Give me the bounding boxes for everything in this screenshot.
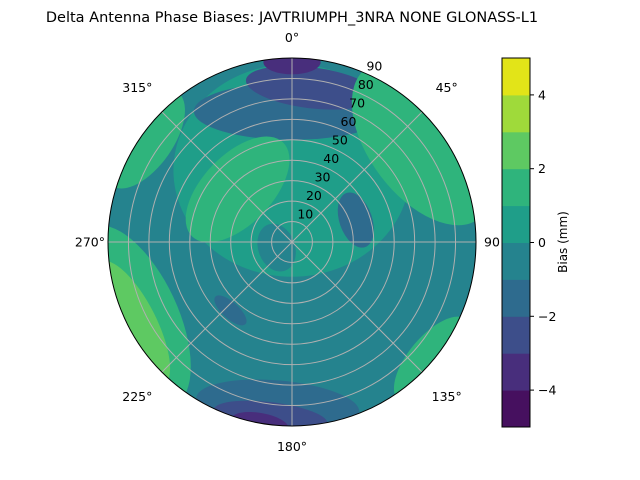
radial-tick-label: 50 (332, 132, 348, 147)
contour-region-8 (337, 192, 374, 248)
colorbar-band (502, 58, 530, 96)
colorbar-band (502, 94, 530, 133)
angular-tick-label: 90 (484, 235, 500, 250)
colorbar-tick-label: 0 (538, 235, 546, 250)
colorbar-band (502, 279, 530, 317)
radial-tick-label: 80 (358, 77, 374, 92)
angular-tick-label: 0° (285, 30, 299, 45)
radial-tick-label: 70 (349, 95, 365, 110)
colorbar-band (502, 390, 530, 428)
colorbar-tick-label: 4 (538, 87, 546, 102)
colorbar-band (502, 205, 530, 243)
angular-tick-label: 135° (432, 389, 462, 404)
contour-region-11 (185, 136, 290, 243)
angular-gridline (161, 111, 293, 243)
chart-title: Delta Antenna Phase Biases: JAVTRIUMPH_3… (46, 10, 538, 26)
radial-tick-label: 90 (366, 58, 382, 73)
radial-tick-label: 40 (323, 151, 339, 166)
angular-gridline (291, 111, 423, 243)
radial-tick-label: 60 (341, 114, 357, 129)
angular-gridline (161, 241, 293, 373)
colorbar-tick-label: 2 (538, 161, 546, 176)
colorbar-band (502, 168, 530, 207)
radial-tick-label: 10 (297, 207, 313, 222)
angular-gridline (291, 241, 423, 373)
colorbar-band (502, 242, 530, 280)
angular-tick-label: 45° (436, 80, 458, 95)
angular-tick-label: 225° (122, 389, 152, 404)
polar-frame (107, 57, 477, 427)
radial-tick-label: 20 (306, 188, 322, 203)
colorbar-tick-label: −2 (538, 309, 556, 324)
colorbar-band (502, 316, 530, 354)
contour-fill (108, 58, 476, 426)
colorbar: −4 −2 0 2 4 (501, 57, 556, 428)
angular-tick-label: 315° (122, 80, 152, 95)
angular-tick-label: 270° (75, 235, 105, 250)
contour-region-3 (245, 65, 376, 110)
colorbar-tick-label: −4 (538, 383, 556, 398)
contour-region-9 (214, 295, 247, 326)
angular-tick-label: 180° (277, 439, 307, 454)
colorbar-band (502, 131, 530, 170)
radial-tick-label: 30 (315, 169, 331, 184)
polar-grid (108, 58, 476, 426)
colorbar-label: Bias (mm) (556, 211, 570, 273)
colorbar-band (502, 353, 530, 391)
